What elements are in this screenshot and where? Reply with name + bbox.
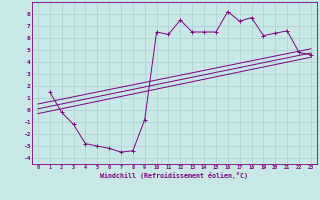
X-axis label: Windchill (Refroidissement éolien,°C): Windchill (Refroidissement éolien,°C) [100, 172, 248, 179]
